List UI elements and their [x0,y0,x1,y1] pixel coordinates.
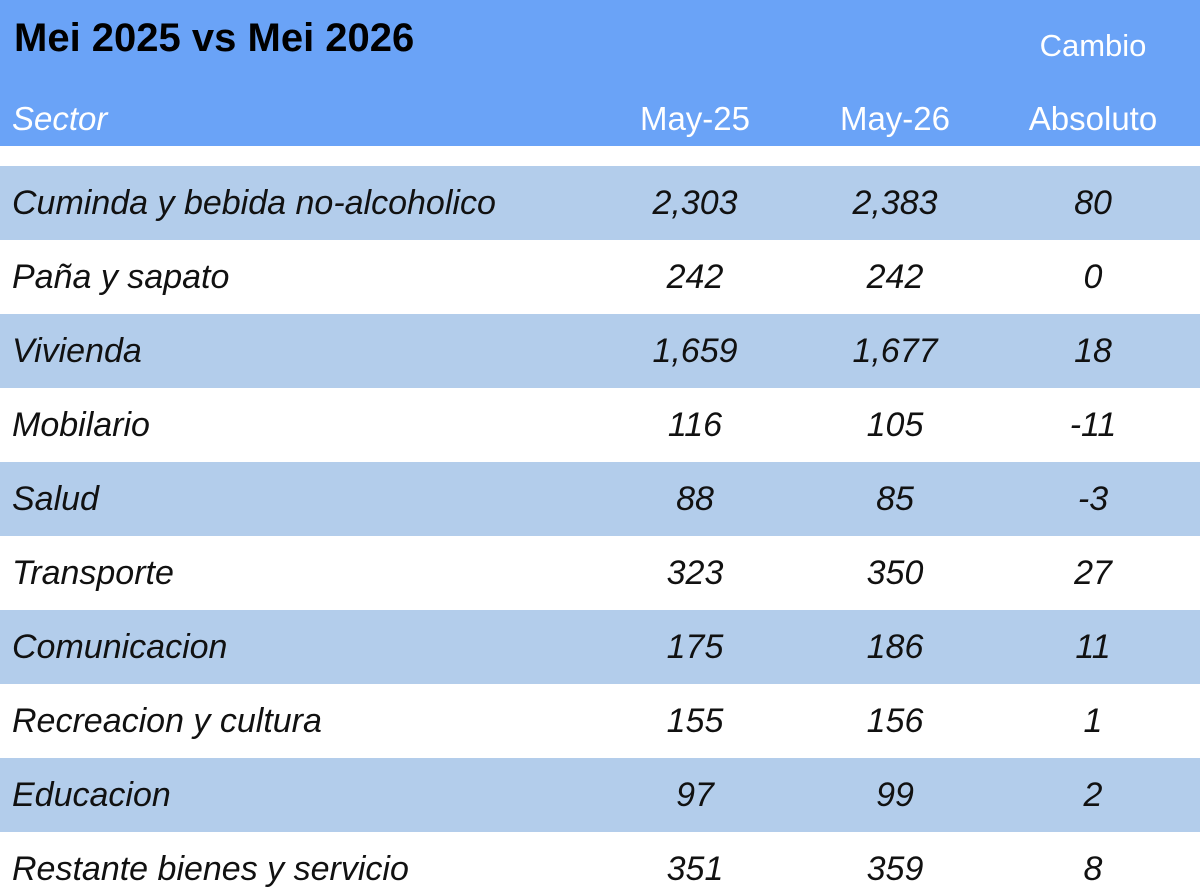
cell-may-25: 351 [666,850,724,888]
header-may-26: May-26 [839,100,951,137]
cell-may-25: 116 [667,406,723,444]
table-row: Paña y sapato 242 242 0 [0,240,1200,314]
cell-change: 11 [1075,628,1111,666]
cell-may-26: 2,383 [852,184,938,222]
cell-change: 27 [1074,554,1112,592]
cell-may-26: 105 [866,406,924,444]
cell-sector: Educacion [12,776,171,814]
table-row: Restante bienes y servicio 351 359 8 [0,832,1200,892]
table-row: Salud 88 85 -3 [0,462,1200,536]
cell-may-25: 2,303 [652,184,738,222]
cell-change: 18 [1074,332,1112,370]
header-absoluto: Absoluto [1028,100,1158,137]
table-title: Mei 2025 vs Mei 2026 [14,16,415,60]
cell-sector: Vivienda [12,332,142,370]
table-row: Comunicacion 175 186 11 [0,610,1200,684]
header-divider [0,146,1200,166]
cell-may-26: 85 [876,480,914,518]
cell-change: -3 [1077,480,1109,518]
cell-may-26: 99 [876,776,914,814]
cell-change: 8 [1083,850,1103,888]
cell-change: 0 [1083,258,1103,296]
cell-sector: Transporte [12,554,174,592]
table-header: Mei 2025 vs Mei 2026 Cambio Sector May-2… [0,0,1200,146]
table-row: Vivienda 1,659 1,677 18 [0,314,1200,388]
table-row: Mobilario 116 105 -11 [0,388,1200,462]
cell-change: 2 [1083,776,1103,814]
cell-change: 1 [1083,702,1103,740]
table-row: Recreacion y cultura 155 156 1 [0,684,1200,758]
table-row: Educacion 97 99 2 [0,758,1200,832]
cell-sector: Recreacion y cultura [12,702,322,740]
table-row: Transporte 323 350 27 [0,536,1200,610]
cell-may-25: 155 [666,702,724,740]
header-may-25: May-25 [639,100,751,137]
table-row: Cuminda y bebida no-alcoholico 2,303 2,3… [0,166,1200,240]
cell-may-26: 186 [866,628,924,666]
header-cambio: Cambio [1039,28,1147,63]
cell-sector: Comunicacion [12,628,228,666]
cell-may-26: 350 [866,554,924,592]
header-sector: Sector [12,100,108,137]
cell-may-25: 97 [676,776,714,814]
cell-may-26: 359 [866,850,924,888]
cell-change: -11 [1069,406,1117,444]
cell-may-26: 1,677 [852,332,938,370]
cell-may-25: 323 [666,554,724,592]
cell-sector: Mobilario [12,406,150,444]
cell-sector: Paña y sapato [12,258,230,296]
cell-sector: Restante bienes y servicio [12,850,409,888]
cell-sector: Cuminda y bebida no-alcoholico [12,184,496,222]
cell-may-25: 175 [666,628,724,666]
cell-may-25: 242 [666,258,724,296]
cell-may-25: 1,659 [652,332,738,370]
cell-sector: Salud [12,480,99,518]
cell-may-25: 88 [676,480,714,518]
cell-may-26: 156 [866,702,924,740]
cell-change: 80 [1074,184,1112,222]
cell-may-26: 242 [866,258,924,296]
